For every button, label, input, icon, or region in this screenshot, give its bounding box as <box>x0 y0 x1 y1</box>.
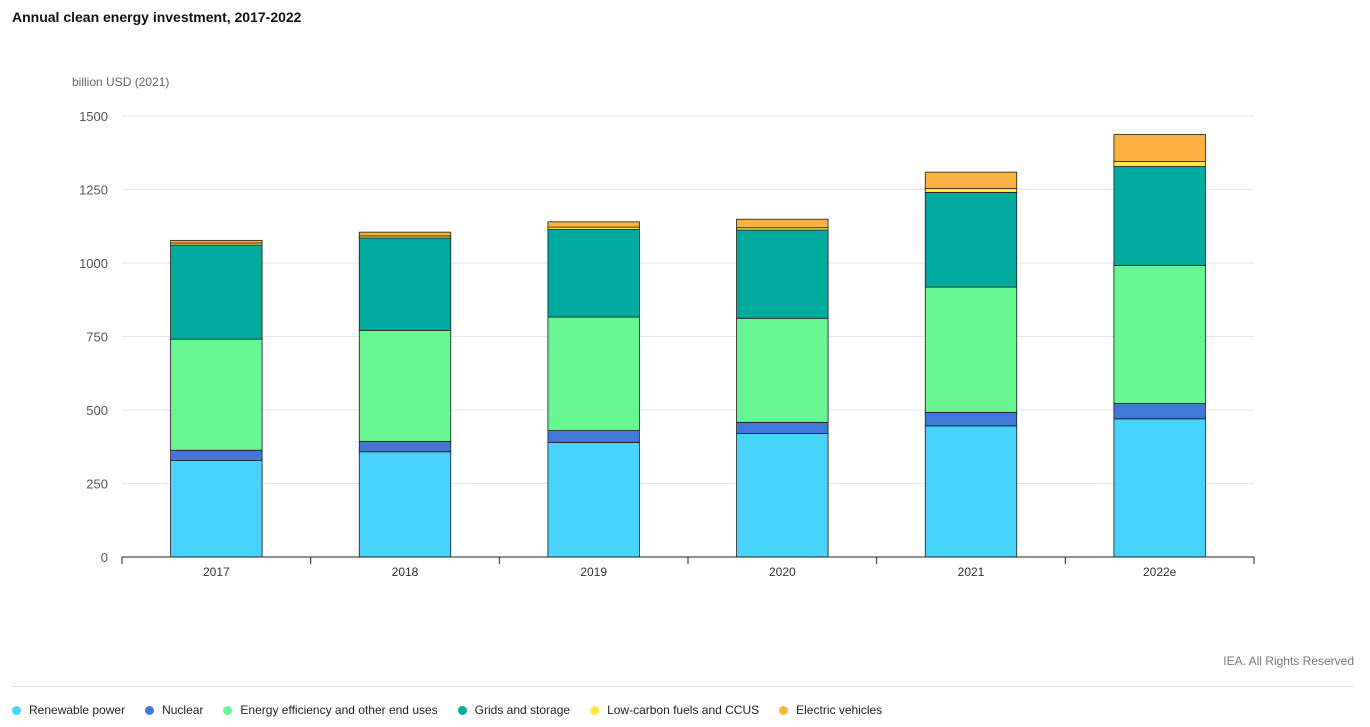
legend-label: Grids and storage <box>474 703 571 717</box>
legend-swatch <box>223 705 233 715</box>
bar-segment[interactable] <box>547 441 640 558</box>
legend-swatch <box>779 705 789 715</box>
y-tick-label: 1250 <box>79 183 108 198</box>
legend-item[interactable]: Renewable power <box>12 703 125 717</box>
bar-segment[interactable] <box>358 231 452 237</box>
x-tick-label: 2020 <box>769 565 796 579</box>
bar-segment[interactable] <box>1113 418 1206 558</box>
legend-label: Electric vehicles <box>796 703 883 717</box>
bar-segment[interactable] <box>170 338 263 451</box>
x-tick-label: 2017 <box>203 565 230 579</box>
legend-item[interactable]: Electric vehicles <box>779 703 882 717</box>
legend-item[interactable]: Nuclear <box>145 703 203 717</box>
bar-segment[interactable] <box>170 244 263 340</box>
y-tick-label: 1000 <box>79 256 108 271</box>
bar-segment[interactable] <box>736 433 829 558</box>
x-tick-label: 2021 <box>958 565 985 579</box>
x-axis: 2017 2018 2019 2020 2021 2022e <box>121 556 1255 579</box>
x-tick-label: 2019 <box>580 565 607 579</box>
grid-lines: 0 250 500 750 1000 1250 1500 <box>79 109 1254 565</box>
legend-swatch <box>590 705 600 715</box>
credit-text: IEA. All Rights Reserved <box>1223 654 1354 668</box>
bar-segment[interactable] <box>547 229 640 318</box>
bar-segment[interactable] <box>736 229 829 319</box>
legend-swatch <box>145 705 155 715</box>
legend-item[interactable]: Grids and storage <box>457 703 571 717</box>
bar-segment[interactable] <box>358 329 452 442</box>
bar-segment[interactable] <box>924 192 1018 288</box>
x-tick-label: 2022e <box>1143 565 1177 579</box>
bar-segment[interactable] <box>1113 264 1206 404</box>
bar-segment[interactable] <box>924 171 1018 190</box>
legend-divider <box>12 686 1354 687</box>
bar-segment[interactable] <box>924 411 1018 427</box>
bar-segment[interactable] <box>924 188 1018 193</box>
bar-segment[interactable] <box>1113 134 1206 162</box>
bar-segment[interactable] <box>924 425 1018 558</box>
legend-item[interactable]: Low-carbon fuels and CCUS <box>590 703 759 717</box>
bar-segment[interactable] <box>170 460 263 558</box>
bar-segment[interactable] <box>736 421 829 434</box>
bar-segment[interactable] <box>170 239 263 244</box>
chart-title: Annual clean energy investment, 2017-202… <box>12 9 302 25</box>
y-tick-label: 0 <box>101 550 108 565</box>
legend-label: Energy efficiency and other end uses <box>240 703 438 717</box>
legend-label: Nuclear <box>162 703 204 717</box>
y-tick-label: 250 <box>86 477 108 492</box>
bar-segment[interactable] <box>736 218 829 229</box>
bar-segment[interactable] <box>924 286 1018 413</box>
bar-segment[interactable] <box>358 441 452 453</box>
y-tick-label: 500 <box>86 403 108 418</box>
bar-segment[interactable] <box>358 237 452 331</box>
bar-segment[interactable] <box>547 221 640 228</box>
bar-segment[interactable] <box>1113 403 1206 420</box>
bar-segment[interactable] <box>358 451 452 558</box>
y-tick-label: 750 <box>86 330 108 345</box>
legend-label: Renewable power <box>29 703 126 717</box>
legend: Renewable power Nuclear Energy efficiency … <box>12 703 882 717</box>
y-tick-label: 1500 <box>79 109 108 124</box>
legend-swatch <box>457 705 467 715</box>
bar-segment[interactable] <box>547 316 640 431</box>
bar-segment[interactable] <box>1113 166 1206 266</box>
legend-swatch <box>12 705 21 715</box>
y-axis-unit-label: billion USD (2021) <box>72 75 169 89</box>
legend-label: Low-carbon fuels and CCUS <box>607 703 760 717</box>
bar-segment[interactable] <box>547 430 640 443</box>
bar-segment[interactable] <box>736 317 829 423</box>
bar-segment[interactable] <box>170 449 263 461</box>
x-tick-label: 2018 <box>392 565 419 579</box>
bar-segment[interactable] <box>1113 161 1206 167</box>
bars <box>170 134 1206 558</box>
legend-item[interactable]: Energy efficiency and other end uses <box>223 703 438 717</box>
